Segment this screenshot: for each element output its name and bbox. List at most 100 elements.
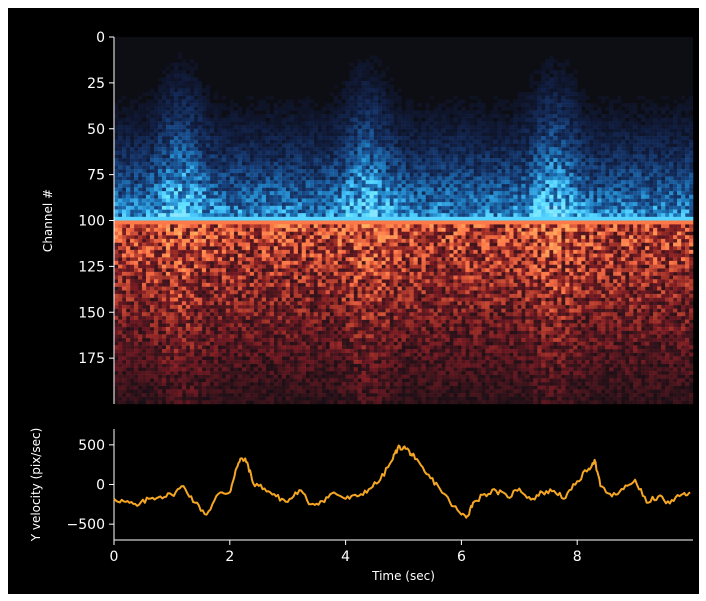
- heatmap-cell: [257, 147, 263, 152]
- heatmap-cell: [233, 213, 239, 218]
- heatmap-cell: [341, 176, 346, 181]
- heatmap-cell: [233, 136, 239, 141]
- heatmap-cell: [521, 198, 526, 203]
- heatmap-cell: [649, 205, 654, 210]
- heatmap-cell: [309, 121, 314, 126]
- heatmap-cell: [125, 128, 131, 133]
- heatmap-cell: [513, 117, 518, 122]
- heatmap-cell: [229, 198, 235, 203]
- heatmap-cell: [325, 216, 330, 221]
- heatmap-cell: [521, 143, 526, 148]
- heatmap-cell: [597, 125, 602, 130]
- heatmap-cell: [529, 84, 534, 89]
- heatmap-cell: [209, 150, 215, 155]
- heatmap-cell: [353, 154, 358, 159]
- heatmap-cell: [345, 183, 350, 188]
- heatmap-cell: [617, 110, 622, 115]
- heatmap-cell: [657, 128, 662, 133]
- heatmap-cell: [433, 198, 438, 203]
- heatmap-cell: [397, 139, 402, 144]
- heatmap-cell: [361, 110, 366, 115]
- heatmap-cell: [185, 176, 191, 181]
- heatmap-cell: [469, 114, 474, 119]
- heatmap-cell: [649, 117, 654, 122]
- heatmap-cell: [233, 110, 239, 115]
- heatmap-cell: [489, 202, 494, 207]
- heatmap-cell: [369, 136, 374, 141]
- heatmap-cell: [285, 165, 290, 170]
- heatmap-cell: [114, 158, 119, 163]
- heatmap-cell: [521, 216, 526, 221]
- heatmap-cell: [461, 161, 466, 166]
- heatmap-cell: [201, 128, 207, 133]
- heatmap-cell: [625, 147, 630, 152]
- heatmap-cell: [157, 172, 163, 177]
- heatmap-cell: [473, 209, 478, 214]
- heatmap-cell: [549, 209, 554, 214]
- heatmap-cell: [641, 169, 646, 174]
- heatmap-cell: [669, 198, 674, 203]
- heatmap-cell: [649, 143, 654, 148]
- heatmap-cell: [545, 62, 550, 67]
- heatmap-cell: [553, 205, 558, 210]
- heatmap-cell: [513, 209, 518, 214]
- heatmap-cell: [413, 165, 418, 170]
- heatmap-cell: [393, 147, 398, 152]
- heatmap-cell: [457, 110, 462, 115]
- heatmap-cell: [265, 132, 271, 137]
- heatmap-cell: [389, 216, 394, 221]
- heatmap-cell: [349, 147, 354, 152]
- heatmap-cell: [157, 205, 163, 210]
- heatmap-cell: [489, 154, 494, 159]
- heatmap-cell: [449, 136, 454, 141]
- heatmap-cell: [381, 172, 386, 177]
- heatmap-cell: [205, 169, 211, 174]
- heatmap-cell: [237, 183, 243, 188]
- heatmap-cell: [365, 194, 370, 199]
- heatmap-cell: [401, 205, 406, 210]
- heatmap-cell: [177, 161, 183, 166]
- heatmap-cell: [621, 139, 626, 144]
- heatmap-cell: [341, 147, 346, 152]
- heatmap-cell: [313, 165, 318, 170]
- heatmap-cell: [129, 143, 135, 148]
- heatmap-cell: [353, 147, 358, 152]
- heatmap-cell: [573, 128, 578, 133]
- heatmap-cell: [485, 191, 490, 196]
- heatmap-cell: [549, 205, 554, 210]
- heatmap-cell: [401, 143, 406, 148]
- heatmap-cell: [625, 125, 630, 130]
- heatmap-cell: [309, 180, 314, 185]
- heatmap-cell: [133, 114, 139, 119]
- heatmap-cell: [661, 121, 666, 126]
- heatmap-cell: [541, 84, 546, 89]
- heatmap-cell: [617, 139, 622, 144]
- heatmap-cell: [453, 205, 458, 210]
- heatmap-cell: [469, 198, 474, 203]
- heatmap-cell: [441, 205, 446, 210]
- heatmap-cell: [185, 154, 191, 159]
- heatmap-cell: [409, 143, 414, 148]
- heatmap-cell: [205, 187, 211, 192]
- heatmap-cell: [357, 128, 362, 133]
- heatmap-cell: [417, 103, 422, 108]
- heatmap-cell: [581, 99, 586, 104]
- heatmap-cell: [657, 176, 662, 181]
- heatmap-cell: [149, 103, 155, 108]
- heatmap-cell: [625, 103, 630, 108]
- heatmap-cell: [181, 143, 187, 148]
- heatmap-cell: [525, 161, 530, 166]
- heatmap-cell: [561, 88, 566, 93]
- heatmap-cell: [361, 191, 366, 196]
- heatmap-cell: [509, 117, 514, 122]
- heatmap-cell: [485, 165, 490, 170]
- heatmap-cell: [337, 209, 342, 214]
- heatmap-cell: [289, 191, 294, 196]
- heatmap-cell: [497, 169, 502, 174]
- heatmap-cell: [669, 176, 674, 181]
- heatmap-cell: [329, 117, 334, 122]
- heatmap-cell: [589, 194, 594, 199]
- heatmap-cell: [365, 117, 370, 122]
- heatmap-cell: [329, 143, 334, 148]
- heatmap-cell: [305, 99, 310, 104]
